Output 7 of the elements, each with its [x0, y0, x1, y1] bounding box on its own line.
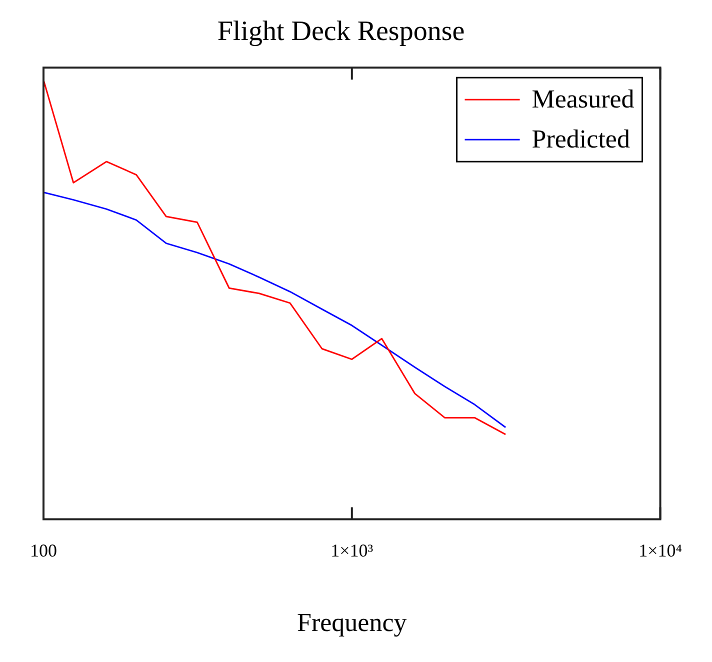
- x-tick-label: 1×10³: [330, 540, 374, 561]
- x-tick-label: 100: [30, 540, 57, 561]
- x-axis-title: Frequency: [297, 608, 407, 638]
- x-tick-label: 1×10⁴: [638, 540, 682, 561]
- legend-label: Measured: [532, 84, 634, 114]
- legend-label: Predicted: [532, 124, 630, 154]
- chart-title: Flight Deck Response: [217, 16, 465, 48]
